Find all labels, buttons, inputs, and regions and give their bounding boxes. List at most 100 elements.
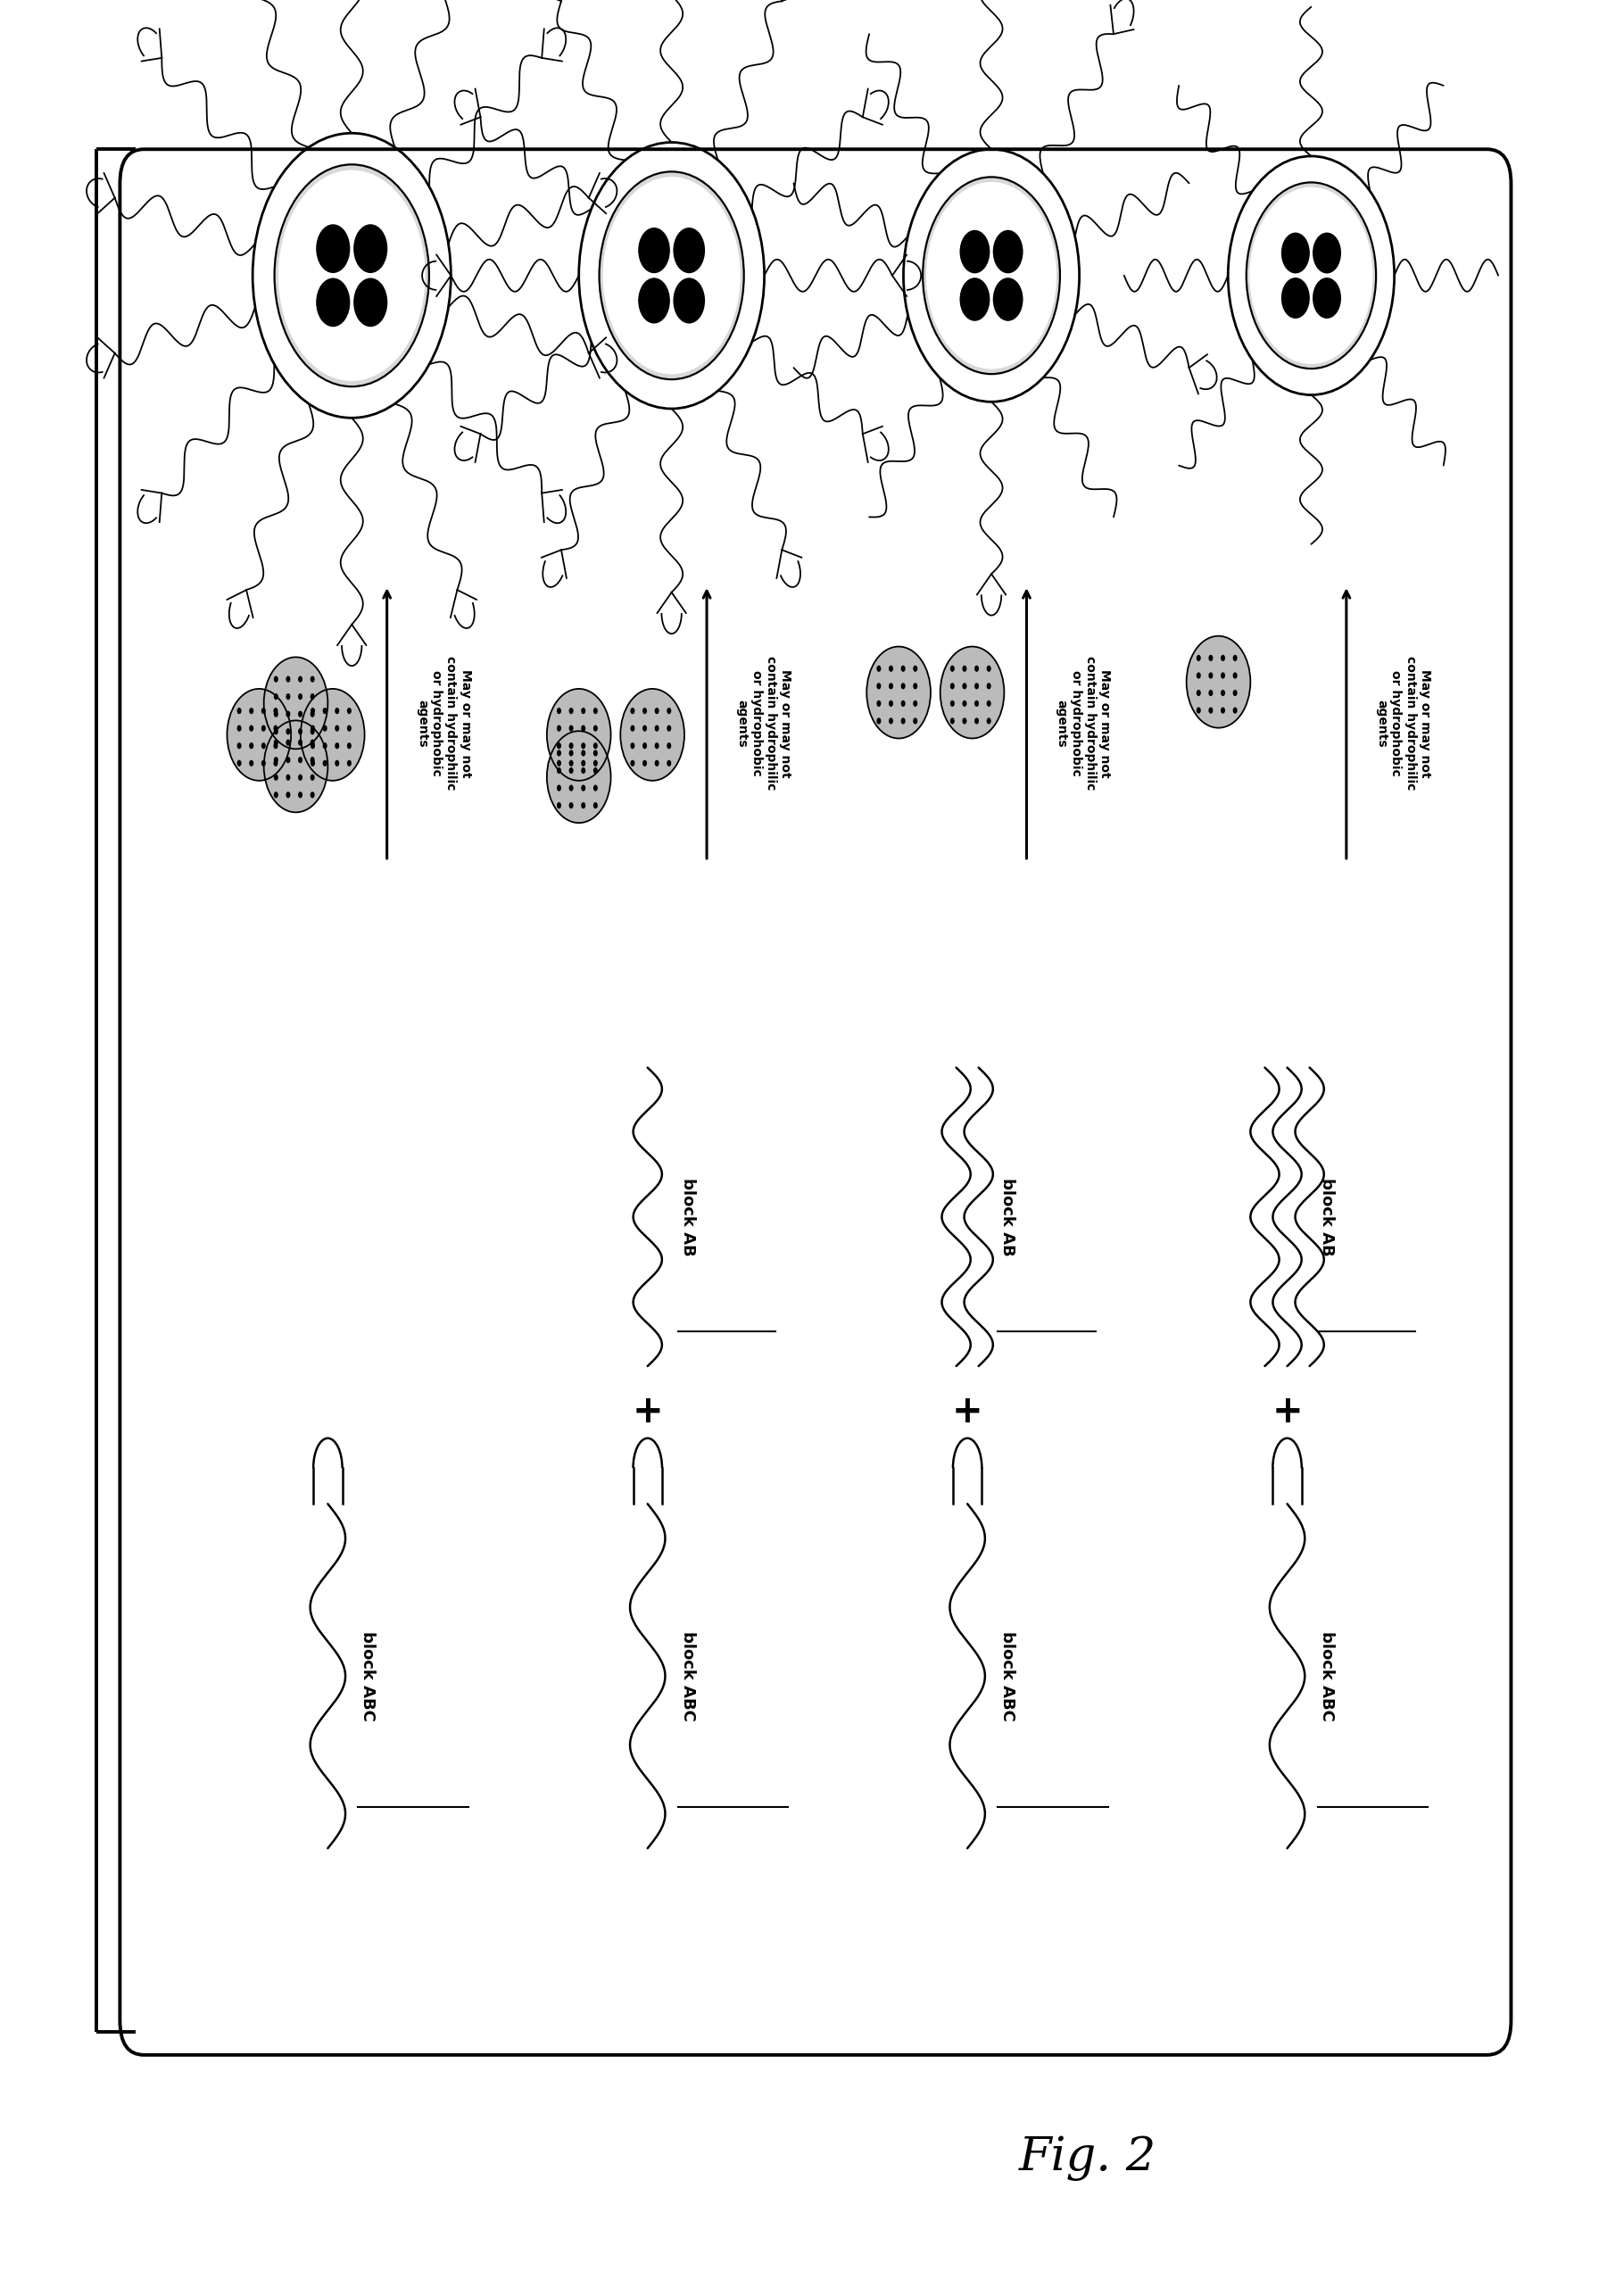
Circle shape bbox=[278, 170, 425, 381]
Circle shape bbox=[1233, 689, 1238, 696]
Circle shape bbox=[286, 758, 291, 762]
Circle shape bbox=[1230, 158, 1393, 393]
Circle shape bbox=[273, 707, 278, 714]
Circle shape bbox=[1220, 689, 1225, 696]
Circle shape bbox=[638, 227, 670, 273]
Circle shape bbox=[913, 700, 918, 707]
Circle shape bbox=[310, 739, 315, 746]
Circle shape bbox=[1313, 232, 1342, 273]
Text: +: + bbox=[1271, 1394, 1303, 1430]
Circle shape bbox=[1209, 689, 1214, 696]
Circle shape bbox=[913, 719, 918, 723]
Circle shape bbox=[1209, 654, 1214, 661]
Circle shape bbox=[950, 666, 955, 673]
Circle shape bbox=[600, 172, 744, 379]
Circle shape bbox=[913, 666, 918, 673]
Circle shape bbox=[1246, 181, 1377, 370]
Circle shape bbox=[580, 742, 585, 748]
Circle shape bbox=[950, 700, 955, 707]
Circle shape bbox=[889, 719, 894, 723]
Circle shape bbox=[673, 278, 705, 324]
Circle shape bbox=[667, 707, 672, 714]
Text: Fig. 2: Fig. 2 bbox=[1019, 2135, 1156, 2181]
Text: +: + bbox=[951, 1394, 983, 1430]
Circle shape bbox=[556, 767, 561, 774]
Circle shape bbox=[630, 726, 635, 732]
Circle shape bbox=[593, 742, 598, 748]
Circle shape bbox=[310, 712, 315, 716]
Circle shape bbox=[273, 712, 278, 716]
Circle shape bbox=[974, 719, 979, 723]
Circle shape bbox=[993, 278, 1023, 321]
Circle shape bbox=[569, 751, 574, 755]
Circle shape bbox=[334, 760, 339, 767]
Circle shape bbox=[593, 760, 598, 767]
Circle shape bbox=[297, 728, 302, 735]
Circle shape bbox=[1220, 654, 1225, 661]
Circle shape bbox=[905, 152, 1078, 400]
Circle shape bbox=[580, 726, 585, 732]
Circle shape bbox=[556, 751, 561, 755]
Circle shape bbox=[1313, 278, 1342, 319]
Circle shape bbox=[1209, 673, 1214, 680]
Circle shape bbox=[876, 666, 881, 673]
Circle shape bbox=[286, 774, 291, 781]
Circle shape bbox=[353, 278, 387, 326]
Circle shape bbox=[317, 278, 350, 326]
Circle shape bbox=[654, 742, 659, 748]
Circle shape bbox=[347, 707, 352, 714]
Circle shape bbox=[347, 760, 352, 767]
Circle shape bbox=[667, 760, 672, 767]
Text: May or may not
contain hydrophilic
or hydrophobic
agents: May or may not contain hydrophilic or hy… bbox=[736, 657, 792, 790]
Circle shape bbox=[643, 726, 648, 732]
Circle shape bbox=[353, 225, 387, 273]
Circle shape bbox=[249, 707, 254, 714]
Circle shape bbox=[593, 707, 598, 714]
Circle shape bbox=[261, 726, 265, 732]
Circle shape bbox=[297, 712, 302, 716]
Circle shape bbox=[347, 742, 352, 748]
Circle shape bbox=[963, 700, 967, 707]
Circle shape bbox=[580, 145, 763, 406]
Text: block ABC: block ABC bbox=[680, 1630, 696, 1722]
Circle shape bbox=[286, 792, 291, 799]
Circle shape bbox=[1233, 654, 1238, 661]
Circle shape bbox=[249, 760, 254, 767]
Circle shape bbox=[974, 682, 979, 689]
Circle shape bbox=[667, 742, 672, 748]
Circle shape bbox=[273, 693, 278, 700]
Circle shape bbox=[867, 647, 931, 739]
Circle shape bbox=[900, 700, 905, 707]
Circle shape bbox=[273, 774, 278, 781]
Circle shape bbox=[569, 767, 574, 774]
Circle shape bbox=[926, 181, 1057, 370]
Circle shape bbox=[237, 760, 241, 767]
Circle shape bbox=[950, 719, 955, 723]
Circle shape bbox=[1233, 673, 1238, 680]
Circle shape bbox=[1196, 707, 1201, 714]
Circle shape bbox=[876, 682, 881, 689]
Circle shape bbox=[1209, 707, 1214, 714]
Circle shape bbox=[569, 801, 574, 808]
Circle shape bbox=[889, 666, 894, 673]
Circle shape bbox=[249, 742, 254, 748]
Circle shape bbox=[638, 278, 670, 324]
Circle shape bbox=[1220, 673, 1225, 680]
Circle shape bbox=[547, 689, 611, 781]
Circle shape bbox=[297, 739, 302, 746]
Circle shape bbox=[580, 785, 585, 792]
Circle shape bbox=[310, 742, 315, 748]
Circle shape bbox=[310, 760, 315, 767]
Circle shape bbox=[556, 785, 561, 792]
Circle shape bbox=[323, 726, 328, 732]
Circle shape bbox=[593, 767, 598, 774]
Circle shape bbox=[261, 707, 265, 714]
Circle shape bbox=[1196, 673, 1201, 680]
Circle shape bbox=[323, 707, 328, 714]
Circle shape bbox=[317, 225, 350, 273]
Text: block AB: block AB bbox=[680, 1178, 696, 1256]
Circle shape bbox=[963, 719, 967, 723]
Circle shape bbox=[323, 742, 328, 748]
Circle shape bbox=[297, 792, 302, 799]
Circle shape bbox=[1186, 636, 1250, 728]
